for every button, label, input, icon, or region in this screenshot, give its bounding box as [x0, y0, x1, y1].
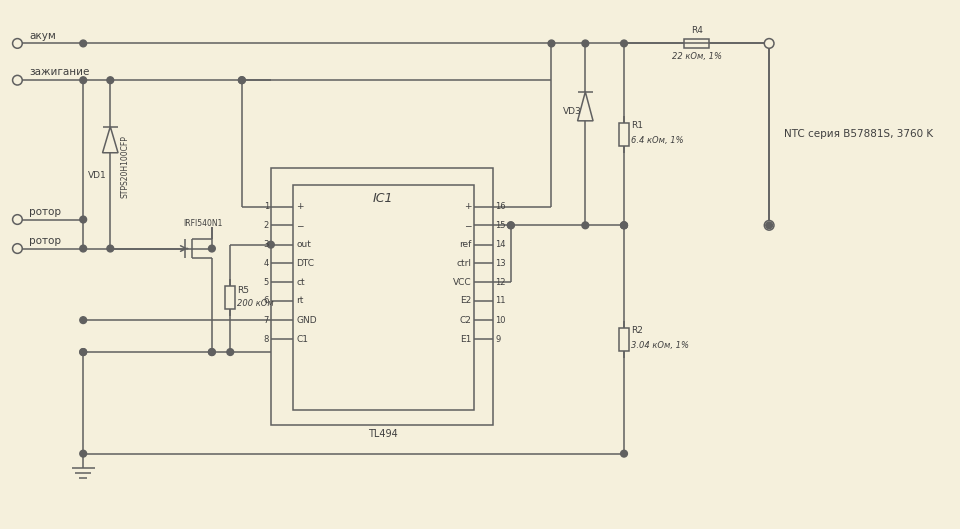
Circle shape	[208, 349, 215, 355]
Circle shape	[227, 349, 233, 355]
Text: 2: 2	[264, 221, 269, 230]
Circle shape	[268, 241, 275, 248]
Circle shape	[80, 245, 86, 252]
Text: ctrl: ctrl	[456, 259, 471, 268]
Text: 9: 9	[495, 335, 500, 344]
Text: out: out	[296, 240, 311, 249]
Text: 6: 6	[264, 296, 269, 305]
Text: C1: C1	[296, 335, 308, 344]
Text: −: −	[464, 221, 471, 230]
Circle shape	[208, 349, 215, 355]
Text: ротор: ротор	[29, 207, 61, 217]
Circle shape	[80, 77, 86, 84]
Circle shape	[107, 245, 113, 252]
Circle shape	[238, 77, 245, 84]
Text: R5: R5	[237, 286, 249, 295]
Circle shape	[80, 450, 86, 457]
Circle shape	[80, 216, 86, 223]
Text: 14: 14	[495, 240, 506, 249]
Circle shape	[80, 40, 86, 47]
Circle shape	[582, 40, 588, 47]
Circle shape	[80, 317, 86, 324]
Text: E2: E2	[460, 296, 471, 305]
Circle shape	[620, 222, 628, 229]
Text: IRFI540N1: IRFI540N1	[182, 219, 222, 228]
Text: VD3: VD3	[563, 107, 582, 116]
Circle shape	[208, 245, 215, 252]
Text: DTC: DTC	[296, 259, 314, 268]
Text: 16: 16	[495, 203, 506, 212]
Circle shape	[620, 222, 628, 229]
Text: R2: R2	[631, 326, 642, 335]
Text: зажигание: зажигание	[29, 68, 89, 77]
Text: 13: 13	[495, 259, 506, 268]
Text: R1: R1	[631, 121, 643, 130]
Text: 12: 12	[495, 278, 506, 287]
Text: 1: 1	[264, 203, 269, 212]
Circle shape	[238, 77, 245, 84]
Bar	[271, 168, 493, 425]
Circle shape	[80, 349, 86, 355]
Text: TL494: TL494	[369, 430, 398, 439]
Text: NTC серия B57881S, 3760 K: NTC серия B57881S, 3760 K	[783, 130, 933, 139]
Text: 10: 10	[495, 316, 506, 325]
Text: 5: 5	[264, 278, 269, 287]
Text: C2: C2	[459, 316, 471, 325]
Bar	[619, 123, 629, 146]
Circle shape	[620, 40, 628, 47]
Bar	[293, 185, 474, 410]
Text: GND: GND	[296, 316, 317, 325]
Text: 15: 15	[495, 221, 506, 230]
Circle shape	[548, 40, 555, 47]
Text: 3.04 кОм, 1%: 3.04 кОм, 1%	[631, 341, 688, 350]
Text: 8: 8	[264, 335, 269, 344]
Text: ротор: ротор	[29, 236, 61, 246]
Text: 7: 7	[264, 316, 269, 325]
Text: R4: R4	[690, 26, 703, 35]
Text: rt: rt	[296, 296, 303, 305]
Circle shape	[582, 222, 588, 229]
Bar	[226, 286, 235, 309]
Circle shape	[620, 222, 628, 229]
Text: 4: 4	[264, 259, 269, 268]
Text: ref: ref	[459, 240, 471, 249]
Text: VCC: VCC	[452, 278, 471, 287]
Text: акум: акум	[29, 31, 56, 41]
Text: +: +	[296, 203, 303, 212]
Text: VD1: VD1	[87, 171, 107, 180]
Text: STPS20H100CFP: STPS20H100CFP	[121, 135, 130, 198]
Text: +: +	[464, 203, 471, 212]
Circle shape	[107, 77, 113, 84]
Bar	[684, 39, 709, 48]
Circle shape	[508, 222, 515, 229]
Text: IC1: IC1	[372, 191, 394, 205]
Text: 11: 11	[495, 296, 506, 305]
Circle shape	[766, 222, 773, 229]
Text: 200 кОм: 200 кОм	[237, 299, 274, 308]
Text: ct: ct	[296, 278, 304, 287]
Circle shape	[620, 450, 628, 457]
Circle shape	[508, 222, 515, 229]
Bar	[619, 328, 629, 351]
Circle shape	[80, 349, 86, 355]
Text: E1: E1	[460, 335, 471, 344]
Text: 6.4 кОм, 1%: 6.4 кОм, 1%	[631, 135, 684, 144]
Text: 22 кОм, 1%: 22 кОм, 1%	[672, 51, 722, 60]
Text: 3: 3	[264, 240, 269, 249]
Text: −: −	[296, 221, 303, 230]
